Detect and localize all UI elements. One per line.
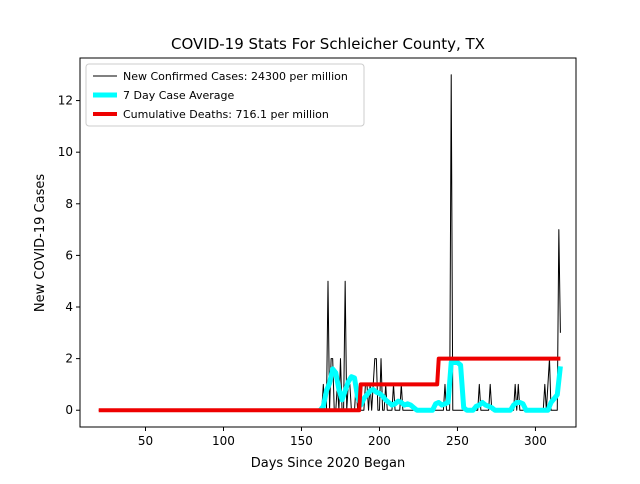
y-tick-label: 4 (65, 300, 73, 314)
legend-label-1: New Confirmed Cases: 24300 per million (123, 70, 348, 83)
legend-box (85, 63, 365, 127)
x-axis-label: Days Since 2020 Began (251, 456, 406, 471)
y-axis-ticks: 0 2 4 6 8 10 12 (58, 94, 80, 417)
x-tick-label: 200 (368, 434, 391, 448)
y-axis-label: New COVID-19 Cases (33, 174, 48, 312)
y-tick-label: 6 (65, 248, 73, 262)
chart-title: COVID-19 Stats For Schleicher County, TX (171, 35, 485, 53)
x-tick-label: 150 (290, 434, 313, 448)
series-line-3 (98, 356, 561, 413)
x-tick-label: 100 (212, 434, 235, 448)
legend: New Confirmed Cases: 24300 per million 7 … (85, 63, 365, 127)
series-layer (98, 74, 563, 413)
y-tick-label: 2 (65, 352, 73, 366)
y-tick-label: 12 (58, 94, 73, 108)
x-tick-label: 250 (446, 434, 469, 448)
plot-frame (79, 57, 577, 428)
x-tick-label: 50 (138, 434, 153, 448)
y-tick-label: 0 (65, 403, 73, 417)
legend-label-2: 7 Day Case Average (123, 89, 235, 102)
y-tick-label: 10 (58, 145, 73, 159)
y-tick-label: 8 (65, 197, 73, 211)
legend-label-3: Cumulative Deaths: 716.1 per million (123, 108, 329, 121)
x-axis-ticks: 50 100 150 200 250 300 (138, 427, 547, 448)
x-tick-label: 300 (524, 434, 547, 448)
